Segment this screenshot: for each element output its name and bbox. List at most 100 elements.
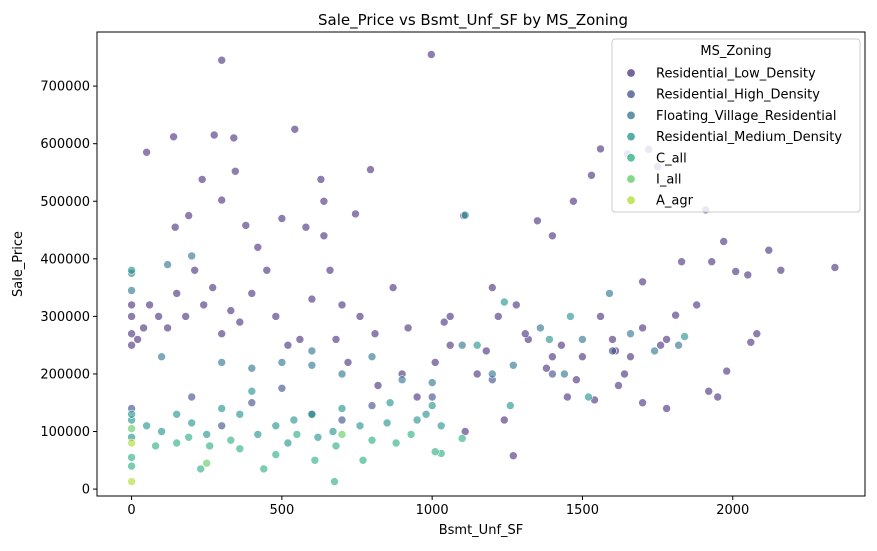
data-point xyxy=(472,340,482,350)
data-point xyxy=(133,335,142,344)
data-point xyxy=(830,263,840,272)
legend-marker xyxy=(626,110,636,120)
data-point xyxy=(707,257,717,267)
data-point xyxy=(388,283,398,292)
data-point xyxy=(487,283,497,292)
data-point xyxy=(307,409,317,419)
data-point xyxy=(247,398,257,408)
data-point xyxy=(277,214,287,223)
data-point xyxy=(172,409,181,419)
data-point xyxy=(430,447,440,457)
data-point xyxy=(358,455,368,465)
data-point xyxy=(412,392,422,402)
data-point xyxy=(355,312,365,321)
data-point xyxy=(127,286,136,295)
legend-label: Residential_High_Density xyxy=(656,88,820,103)
data-point xyxy=(235,444,245,454)
data-point xyxy=(253,430,263,439)
data-point xyxy=(578,352,587,362)
data-point xyxy=(142,148,151,157)
data-point xyxy=(508,451,518,461)
data-point xyxy=(319,231,329,241)
data-point xyxy=(181,312,190,321)
data-point xyxy=(436,421,446,431)
y-tick-label: 600000 xyxy=(40,137,90,152)
data-point xyxy=(656,340,665,350)
data-point xyxy=(290,125,300,134)
data-point xyxy=(139,323,148,333)
data-point xyxy=(154,312,163,321)
data-point xyxy=(557,340,566,350)
legend-marker xyxy=(626,174,636,184)
legend-marker xyxy=(626,153,636,163)
data-point xyxy=(337,300,347,310)
data-point xyxy=(533,216,542,226)
data-point xyxy=(127,438,136,448)
data-point xyxy=(325,265,335,275)
y-axis: 0 100000 200000 300000 400000 500000 600000 700… xyxy=(40,80,97,498)
data-point xyxy=(746,337,756,347)
data-point xyxy=(169,132,178,142)
points-layer xyxy=(127,50,840,486)
data-point xyxy=(337,415,347,425)
data-point xyxy=(145,300,154,310)
data-point xyxy=(205,441,214,451)
data-point xyxy=(638,323,647,333)
data-point xyxy=(337,430,347,439)
data-point xyxy=(170,222,180,232)
x-tick-label: 1500 xyxy=(566,503,599,518)
legend-label: A_agr xyxy=(656,194,694,209)
data-point xyxy=(427,378,437,387)
data-point xyxy=(713,392,723,402)
data-point xyxy=(427,392,437,402)
data-point xyxy=(316,175,326,184)
data-point xyxy=(499,297,509,307)
data-point xyxy=(351,209,360,219)
data-point xyxy=(508,360,518,370)
data-point xyxy=(127,453,136,462)
data-point xyxy=(566,312,575,321)
data-point xyxy=(650,346,659,356)
data-point xyxy=(569,197,578,206)
data-point xyxy=(301,222,311,232)
data-point xyxy=(229,133,239,143)
data-point xyxy=(199,300,208,310)
legend-label: Residential_Medium_Density xyxy=(656,130,842,145)
data-point xyxy=(127,477,136,486)
data-point xyxy=(235,317,245,327)
data-point xyxy=(719,237,729,246)
data-point xyxy=(343,358,353,367)
data-point xyxy=(142,421,151,431)
data-point xyxy=(157,427,166,436)
data-point xyxy=(184,432,193,442)
x-tick-label: 1000 xyxy=(416,503,449,518)
y-axis-label: Sale_Price xyxy=(11,231,26,297)
data-point xyxy=(536,323,545,333)
data-point xyxy=(421,409,431,419)
legend-label: Residential_Low_Density xyxy=(656,67,816,82)
data-point xyxy=(259,464,269,474)
data-point xyxy=(752,329,762,339)
data-point xyxy=(366,165,375,174)
data-point xyxy=(331,335,341,344)
data-point xyxy=(307,360,317,370)
y-tick-label: 200000 xyxy=(40,367,90,382)
data-point xyxy=(662,335,671,344)
data-point xyxy=(382,418,392,428)
data-point xyxy=(578,335,587,344)
data-point xyxy=(608,335,617,344)
chart-title: Sale_Price vs Bsmt_Unf_SF by MS_Zoning xyxy=(318,11,628,30)
data-point xyxy=(307,294,317,304)
y-tick-label: 500000 xyxy=(40,195,90,210)
data-point xyxy=(426,50,436,59)
data-point xyxy=(548,369,557,379)
data-point xyxy=(481,346,491,356)
data-point xyxy=(638,277,647,287)
legend-marker xyxy=(626,132,636,142)
data-point xyxy=(608,346,617,356)
data-point xyxy=(127,340,136,350)
data-point xyxy=(572,375,581,385)
legend-marker xyxy=(626,195,636,205)
data-point xyxy=(560,369,569,379)
